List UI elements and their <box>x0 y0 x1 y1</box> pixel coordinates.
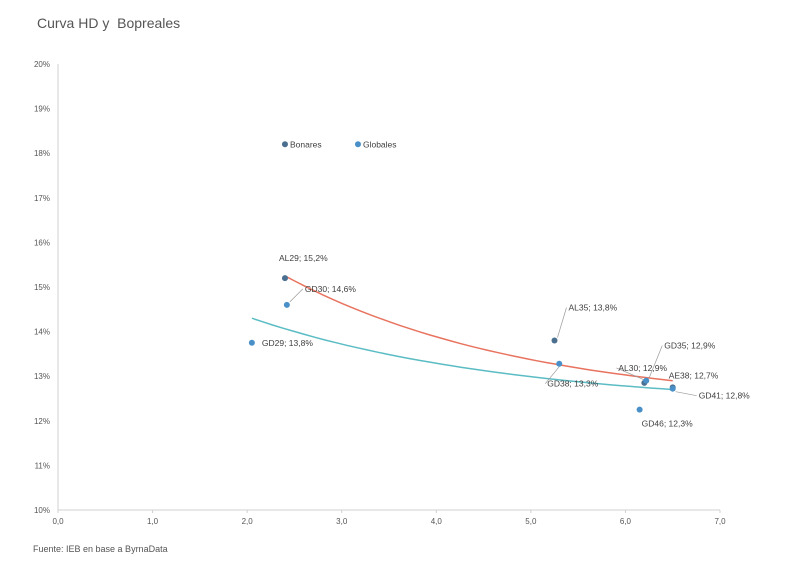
data-label: GD35; 12,9% <box>664 341 715 351</box>
label-leader-line <box>648 345 663 378</box>
chart-source: Fuente: IEB en base a ByrnaData <box>33 544 168 554</box>
data-point-globales <box>248 339 255 346</box>
y-tick-label: 13% <box>34 372 50 381</box>
legend-label-bonares: Bonares <box>290 139 322 149</box>
y-tick-label: 14% <box>34 328 50 337</box>
y-tick-label: 19% <box>34 105 50 114</box>
label-leader-line <box>675 391 697 397</box>
data-label: GD30; 14,6% <box>305 284 356 294</box>
data-label: AL30; 12,9% <box>618 363 667 373</box>
legend-marker-globales <box>354 141 361 148</box>
y-tick-label: 17% <box>34 194 50 203</box>
y-tick-label: 16% <box>34 238 50 247</box>
x-tick-label: 1,0 <box>147 517 159 526</box>
data-point-globales <box>643 377 650 384</box>
trend-line-globales <box>251 317 673 391</box>
chart-title: Curva HD y Bopreales <box>37 15 181 31</box>
x-tick-label: 3,0 <box>336 517 348 526</box>
data-label: GD46; 12,3% <box>642 419 693 429</box>
y-tick-label: 18% <box>34 149 50 158</box>
x-tick-label: 6,0 <box>620 517 632 526</box>
data-point-bonares <box>551 337 558 344</box>
label-leader-line <box>616 367 645 381</box>
data-label: AL35; 13,8% <box>569 303 618 313</box>
label-leader-line <box>544 366 560 384</box>
y-tick-label: 10% <box>34 506 50 515</box>
data-point-globales <box>556 360 563 367</box>
y-tick-label: 15% <box>34 283 50 292</box>
x-tick-label: 0,0 <box>52 517 64 526</box>
y-tick-label: 20% <box>34 60 50 69</box>
data-point-bonares <box>281 275 288 282</box>
data-label: GD41; 12,8% <box>699 391 750 401</box>
data-label: GD29; 13,8% <box>262 338 313 348</box>
y-tick-label: 12% <box>34 417 50 426</box>
data-point-globales <box>636 406 643 413</box>
data-label: GD38; 13,3% <box>547 379 598 389</box>
data-point-globales <box>283 301 290 308</box>
data-label: AE38; 12,7% <box>669 370 719 380</box>
label-leader-line <box>289 288 304 303</box>
legend-label-globales: Globales <box>363 139 397 149</box>
data-label: AL29; 15,2% <box>279 253 328 263</box>
trend-line-bonares <box>284 275 673 382</box>
label-leader-line <box>557 307 567 338</box>
x-tick-label: 4,0 <box>431 517 443 526</box>
x-tick-label: 5,0 <box>525 517 537 526</box>
data-point-globales <box>669 385 676 392</box>
legend-marker-bonares <box>281 141 288 148</box>
x-tick-label: 7,0 <box>714 517 726 526</box>
y-tick-label: 11% <box>35 461 50 470</box>
x-tick-label: 2,0 <box>242 517 254 526</box>
